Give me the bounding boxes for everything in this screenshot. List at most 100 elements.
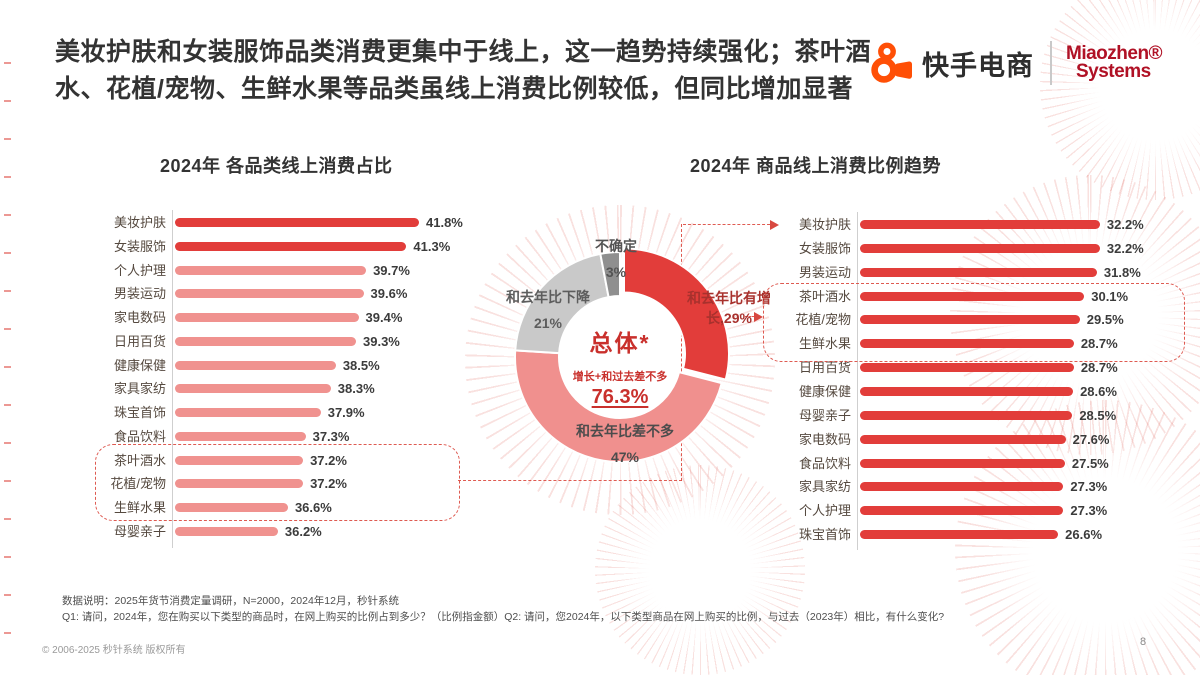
sunburst-decoration [1040, 0, 1200, 200]
donut-label-text: 和去年比下降 [506, 289, 590, 305]
right-chart-title: 2024年 商品线上消费比例趋势 [690, 156, 942, 176]
bar-value: 38.3% [337, 381, 375, 397]
bar [860, 315, 1080, 325]
donut-label-value: 3% [605, 264, 627, 280]
donut-segment-label: 不确定 3% [580, 236, 652, 282]
bar-value: 37.3% [312, 428, 350, 444]
bar [175, 336, 356, 346]
category-label: 个人护理 [113, 262, 166, 278]
category-label: 生鲜水果 [798, 336, 851, 352]
brand-area: 快手电商 Miaozhen® Systems [866, 40, 1163, 86]
bar [175, 384, 331, 394]
donut-segment [599, 250, 621, 299]
sunburst-decoration [595, 465, 805, 675]
edge-tick [4, 404, 11, 406]
edge-tick [4, 594, 11, 596]
category-label: 珠宝首饰 [798, 527, 851, 543]
edge-tick [4, 176, 11, 178]
bar [175, 527, 278, 536]
category-label: 个人护理 [798, 503, 851, 519]
bar-value: 27.3% [1070, 479, 1108, 495]
data-note-line-2: Q1: 请问，2024年，您在购买以下类型的商品时，在网上购买的比例占到多少？（… [62, 611, 945, 623]
right-chart-axis [857, 212, 858, 550]
bar [175, 313, 359, 323]
bar [175, 503, 288, 513]
category-label: 男装运动 [798, 264, 851, 280]
copyright: © 2006-2025 秒针系统 版权所有 [42, 645, 186, 656]
donut-segment-label: 和去年比有增长,29% [687, 290, 771, 326]
category-label: 食品饮料 [113, 428, 166, 444]
edge-tick [4, 366, 11, 368]
title-line-2: 水、花植/宠物、生鲜水果等品类虽线上消费比例较低，但同比增加显著 [55, 75, 853, 103]
bar [175, 431, 306, 441]
edge-tick [4, 442, 11, 444]
connector-line [683, 224, 770, 225]
category-label: 家具家纺 [798, 479, 851, 495]
kuaishou-wordmark: 快手电商 [922, 50, 1034, 81]
bar [860, 220, 1100, 229]
donut-center-value: 76.3% [591, 386, 649, 408]
category-label: 美妆护肤 [113, 215, 166, 230]
donut-segment [514, 349, 723, 463]
title-line-1: 美妆护肤和女装服饰品类消费更集中于线上，这一趋势持续强化；茶叶酒 [55, 38, 872, 66]
category-label: 女装服饰 [113, 238, 166, 254]
category-label: 花植/宠物 [110, 476, 166, 492]
category-label: 花植/宠物 [795, 312, 851, 328]
donut-center-label: 总体* 增长+和过去差不多 76.3% [552, 324, 688, 409]
category-label: 生鲜水果 [113, 500, 166, 516]
bar-value: 28.6% [1080, 383, 1117, 399]
left-chart-axis [172, 210, 173, 548]
bar-value: 41.3% [413, 238, 451, 254]
donut-center-title: 总体* [589, 330, 651, 356]
bar-value: 27.6% [1072, 431, 1110, 447]
donut-chart [514, 247, 730, 463]
connector-line [745, 316, 755, 317]
slide-title: 美妆护肤和女装服饰品类消费更集中于线上，这一趋势持续强化；茶叶酒 水、花植/宠物… [55, 34, 871, 108]
bar-value: 38.5% [342, 357, 380, 373]
bar [175, 265, 367, 275]
miaozhen-line-1: Miaozhen® [1066, 43, 1163, 64]
connector-line [681, 224, 682, 481]
bar-value: 36.2% [284, 524, 322, 539]
miaozhen-line-2: Systems [1076, 61, 1151, 82]
bar [860, 458, 1065, 468]
category-label: 健康保健 [113, 357, 166, 373]
bar-value: 32.2% [1106, 240, 1144, 256]
edge-tick [4, 214, 11, 216]
category-label: 日用百货 [113, 333, 166, 349]
bar [860, 243, 1100, 253]
bar [175, 218, 419, 227]
category-label: 家电数码 [113, 310, 166, 326]
bar-value: 28.5% [1079, 407, 1117, 423]
arrow-icon [754, 312, 763, 322]
left-chart-highlight-box [95, 444, 460, 521]
bar [860, 386, 1074, 396]
edge-tick [4, 290, 11, 292]
category-label: 茶叶酒水 [798, 288, 851, 304]
donut-label-value: 21% [533, 315, 563, 331]
page-number: 8 [1140, 636, 1147, 648]
bar [860, 506, 1064, 516]
bar-value: 39.4% [365, 310, 403, 326]
category-label: 女装服饰 [798, 240, 851, 256]
bar-value: 39.6% [370, 286, 408, 302]
bar-value: 26.6% [1065, 527, 1103, 543]
miaozhen-logo: Miaozhen® Systems [1066, 43, 1163, 82]
bar [860, 434, 1066, 444]
bar-value: 27.3% [1070, 503, 1108, 519]
bar-value: 29.5% [1086, 312, 1124, 328]
bar-value: 37.9% [327, 405, 365, 421]
donut-segment-label: 和去年比差不多 47% [558, 421, 692, 467]
bar-value: 30.1% [1091, 288, 1129, 304]
bar-value: 41.8% [426, 215, 463, 230]
category-label: 家具家纺 [113, 381, 166, 397]
bar-value: 39.3% [363, 333, 400, 349]
arrow-icon [770, 220, 779, 230]
category-label: 珠宝首饰 [113, 405, 166, 421]
bar [175, 360, 336, 370]
edge-tick [4, 480, 11, 482]
category-label: 健康保健 [798, 383, 851, 399]
bar-value: 39.7% [373, 262, 410, 278]
donut-label-value: 47% [610, 449, 640, 465]
bar-value: 37.2% [310, 476, 347, 492]
